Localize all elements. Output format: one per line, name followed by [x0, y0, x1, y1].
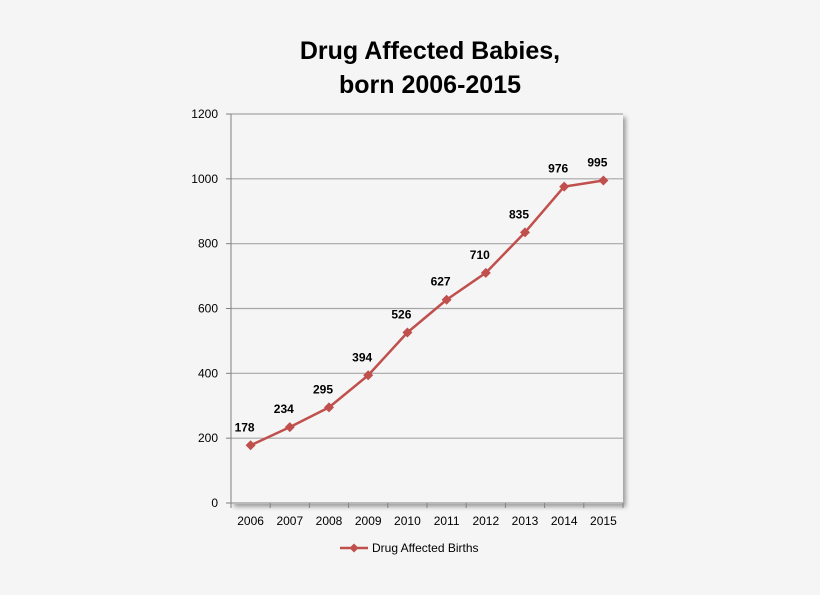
y-tick-label: 800 [198, 237, 218, 251]
data-point-marker [402, 327, 413, 338]
data-point-marker [441, 294, 452, 305]
x-tick-label: 2013 [512, 514, 539, 528]
chart-title-line-1: Drug Affected Babies, [299, 37, 561, 65]
data-point-marker [598, 175, 609, 186]
data-label: 178 [235, 420, 255, 434]
y-tick-label: 600 [198, 302, 218, 316]
axes: 0 200 400 600 800 1000 1200 2006 2007 2008 2009 201… [191, 107, 624, 528]
data-point-marker [480, 267, 491, 278]
y-tick-label: 200 [198, 431, 218, 445]
data-labels: 178 234 295 394 526 627 710 835 976 995 [235, 155, 608, 434]
x-tick-label: 2010 [394, 514, 421, 528]
x-tick-label: 2009 [355, 514, 382, 528]
x-tick-label: 2012 [472, 514, 499, 528]
data-label: 995 [587, 155, 607, 169]
series-group [245, 175, 609, 451]
data-point-marker [324, 402, 334, 413]
data-label: 627 [431, 275, 451, 289]
legend-label: Drug Affected Births [372, 541, 479, 555]
y-tick-label: 400 [198, 366, 218, 380]
gridlines [231, 113, 623, 439]
y-tick-label: 1200 [191, 107, 218, 121]
x-tick-label: 2007 [276, 514, 303, 528]
y-tick-label: 1000 [191, 172, 218, 186]
data-point-marker [245, 440, 256, 451]
data-point-marker [363, 370, 374, 381]
chart-title-line-2: born 2006-2015 [338, 71, 522, 99]
y-tick-label: 0 [211, 496, 218, 510]
x-tick-label: 2008 [316, 514, 343, 528]
x-tick-label: 2006 [237, 514, 264, 528]
data-point-marker [284, 422, 295, 433]
data-label: 394 [352, 350, 372, 364]
data-point-marker [559, 181, 570, 192]
legend-marker [349, 543, 359, 553]
x-tick-label: 2015 [590, 514, 617, 528]
data-point-marker [520, 227, 530, 238]
data-label: 976 [548, 162, 568, 176]
data-label: 710 [470, 248, 490, 262]
data-label: 295 [313, 382, 333, 396]
chart-title: Drug Affected Babies, born 2006-2015 [230, 34, 630, 102]
data-label: 234 [274, 402, 294, 416]
series-line [250, 179, 604, 447]
x-tick-label: 2014 [551, 514, 578, 528]
data-label: 835 [509, 207, 529, 221]
data-label: 526 [391, 307, 411, 321]
legend: Drug Affected Births [340, 541, 479, 555]
x-tick-label: 2011 [434, 514, 460, 528]
